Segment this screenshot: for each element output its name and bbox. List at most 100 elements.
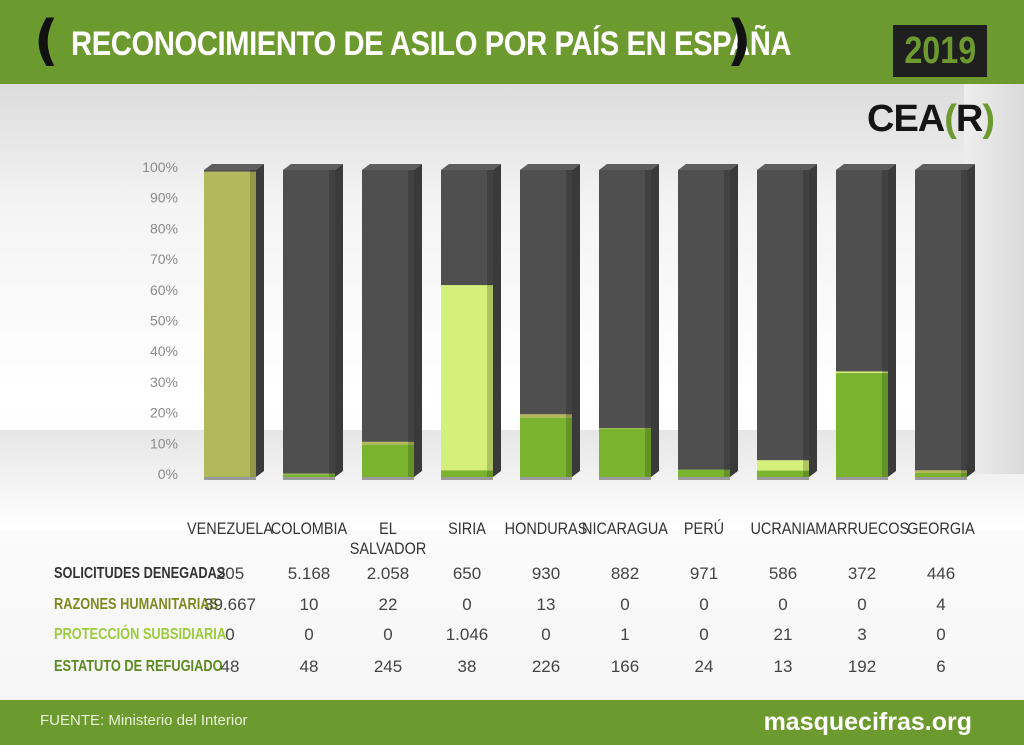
bar-top-face (283, 164, 343, 170)
bar-segment (836, 170, 888, 372)
table-cell: 13 (773, 657, 793, 676)
table-cell: 0 (462, 595, 472, 614)
bar-top-face (520, 164, 580, 170)
bar-segment (362, 441, 414, 445)
table-cell: 10 (299, 595, 319, 614)
source-note: FUENTE: Ministerio del Interior (40, 712, 248, 729)
table-cell: 0 (699, 595, 709, 614)
bar-segment (441, 170, 493, 286)
table-cell: 3 (857, 625, 867, 644)
y-tick-label: 90% (150, 190, 178, 206)
bar-top-face (599, 164, 659, 170)
bar-top-face (678, 164, 738, 170)
bar-segment (836, 373, 888, 477)
bar-segment-edge (645, 170, 651, 429)
series-label: PROTECCIÓN SUBSIDIARIA (54, 626, 227, 643)
bar-segment (757, 460, 809, 471)
bar-side-face (809, 164, 817, 477)
category-label: NICARAGUA (582, 519, 668, 538)
bar-segment (757, 470, 809, 477)
table-cell: 205 (215, 564, 245, 583)
table-cell: 0 (225, 625, 235, 644)
y-tick-label: 50% (150, 313, 178, 329)
y-tick-label: 70% (150, 251, 178, 267)
table-cell: 0 (383, 625, 393, 644)
table-cell: 882 (610, 564, 640, 583)
bar-base (599, 477, 651, 480)
logo-letter: R (955, 98, 983, 140)
category-label: GEORGIA (907, 519, 975, 538)
bar-segment-edge (329, 474, 335, 477)
bar-segment (836, 371, 888, 374)
bar-segment (283, 473, 335, 475)
site-link[interactable]: masquecifras.org (763, 708, 972, 736)
bar-segment-edge (250, 171, 256, 477)
bar-segment (204, 170, 256, 172)
category-label: EL SALVADOR (349, 519, 427, 558)
table-cell: 0 (936, 625, 946, 644)
bar-segment (599, 170, 651, 429)
bar-segment-edge (408, 441, 414, 445)
bar-side-face (967, 164, 975, 477)
bar-segment-edge (645, 428, 651, 477)
category-label: MARRUECOS (815, 519, 910, 538)
table-cell: 0 (857, 595, 867, 614)
y-tick-label: 100% (142, 159, 178, 175)
bar-segment (283, 170, 335, 474)
bar-side-face (730, 164, 738, 477)
bar-segment-edge (566, 417, 572, 477)
bar-segment (520, 414, 572, 418)
table-cell: 1 (620, 625, 630, 644)
bar-segment (362, 170, 414, 442)
bar-segment-edge (882, 373, 888, 477)
category-label: COLOMBIA (270, 519, 348, 538)
bar-side-face (256, 164, 264, 477)
header-bar: ( RECONOCIMIENTO DE ASILO POR PAÍS EN ES… (0, 0, 1024, 84)
bar-base (283, 477, 335, 480)
bar-segment (441, 470, 493, 477)
bar-segment-edge (487, 170, 493, 286)
bar-segment (915, 170, 967, 471)
bar-base (915, 477, 967, 480)
table-cell: 971 (689, 564, 719, 583)
category-label: PERÚ (683, 519, 725, 538)
table-cell: 650 (452, 564, 482, 583)
bar-segment-edge (250, 170, 256, 172)
bar-segment (915, 472, 967, 477)
bar-segment (520, 170, 572, 415)
bar-segment-edge (566, 414, 572, 418)
y-tick-label: 0% (158, 466, 178, 482)
bar-segment-edge (329, 473, 335, 475)
bar-base (757, 477, 809, 480)
bar-segment (599, 428, 651, 477)
bar-segment-edge (408, 170, 414, 442)
y-tick-label: 20% (150, 405, 178, 421)
bar-base (362, 477, 414, 480)
category-label: HONDURAS (504, 519, 588, 538)
bar-top-face (836, 164, 896, 170)
year-text: 2019 (904, 29, 976, 72)
table-cell: 2.058 (366, 564, 410, 583)
category-label: VENEZUELA (187, 519, 273, 538)
bar-segment-edge (487, 470, 493, 477)
y-tick-label: 80% (150, 220, 178, 236)
table-cell: 0 (778, 595, 788, 614)
logo-bracket-open: ( (944, 98, 957, 140)
bar-segment-edge (724, 469, 730, 477)
logo-bracket-close: ) (982, 98, 995, 140)
bar-base (441, 477, 493, 480)
table-cell: 4 (936, 595, 946, 614)
title-group: ( RECONOCIMIENTO DE ASILO POR PAÍS EN ES… (34, 14, 791, 72)
bar-segment-edge (961, 472, 967, 477)
table-cell: 0 (541, 625, 551, 644)
bar-segment-edge (566, 170, 572, 415)
bar-segment (283, 474, 335, 477)
table-cell: 0 (699, 625, 709, 644)
bar-segment-edge (882, 170, 888, 372)
bar-segment-edge (487, 285, 493, 471)
table-cell: 0 (620, 595, 630, 614)
bar-segment-edge (803, 170, 809, 461)
category-label: UCRANIA (750, 519, 816, 538)
table-cell: 39.667 (204, 595, 256, 614)
bar-segment (520, 417, 572, 477)
